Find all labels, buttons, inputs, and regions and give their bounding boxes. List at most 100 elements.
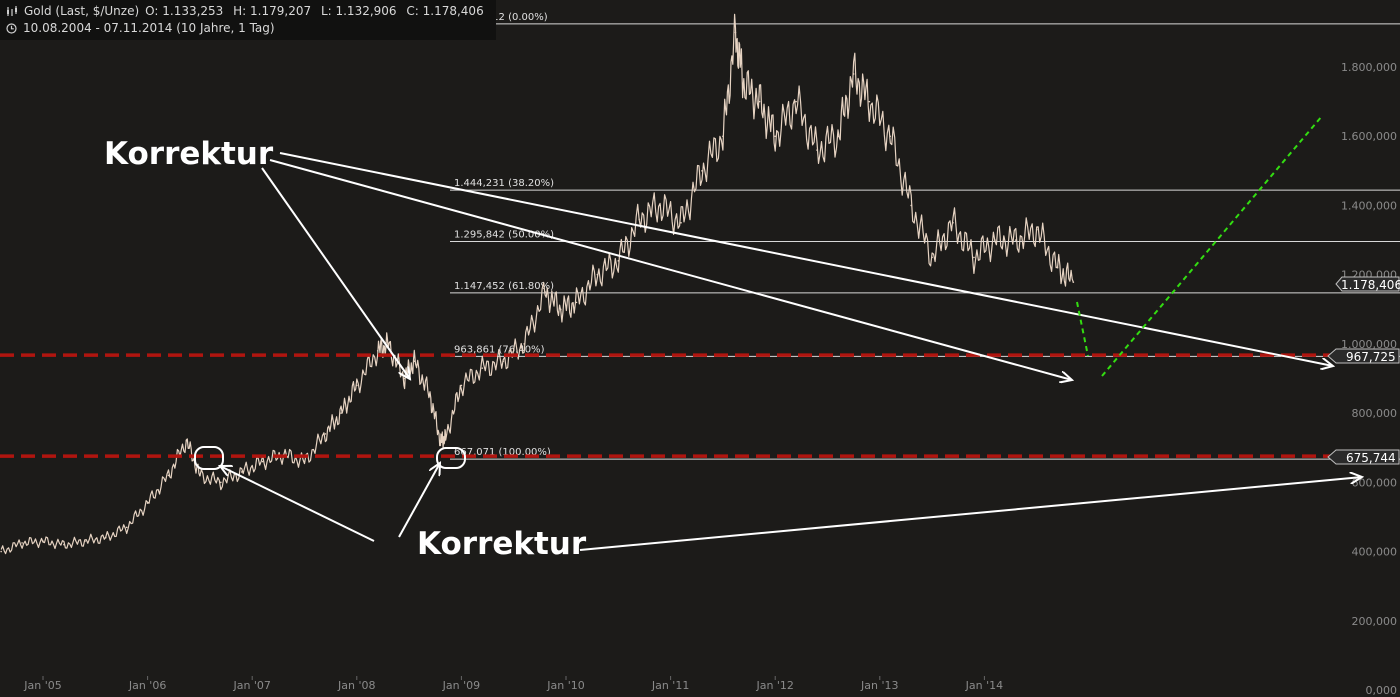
price-point-31 — [559, 308, 562, 311]
price-point-25 — [444, 436, 447, 439]
price-point-18 — [356, 384, 358, 387]
last-price-tag: 1.178,406 — [1341, 278, 1400, 292]
price-point-39 — [722, 135, 724, 138]
price-point-57 — [1056, 266, 1059, 269]
level-2-tag: 675,744 — [1346, 451, 1396, 465]
price-point-19 — [376, 350, 379, 352]
y-tick-label-8: 1.600,000 — [1341, 130, 1397, 143]
y-axis: 0,000200,000400,000600,000800,0001.000,0… — [1341, 61, 1397, 697]
x-tick-label-9: Jan '14 — [965, 679, 1003, 692]
annotation-arrows: Korrektur Korrektur — [104, 115, 1362, 562]
korrektur-label-top: Korrektur — [104, 136, 274, 172]
open-value: O: 1.133,253 — [145, 4, 224, 18]
arrow-korrektur-2008-top — [261, 167, 410, 379]
x-tick-label-8: Jan '13 — [860, 679, 898, 692]
price-point-10 — [199, 474, 201, 477]
price-point-2 — [42, 540, 44, 542]
price-point-45 — [816, 149, 818, 151]
price-point-11 — [220, 481, 222, 484]
price-point-16 — [324, 433, 327, 435]
y-tick-label-5: 1.000,000 — [1341, 338, 1397, 351]
price-series — [0, 13, 1075, 555]
x-axis: Jan '05 Jan '06 Jan '07 Jan '08 Jan '09 Jan '… — [23, 676, 1003, 692]
arrow-korrektur-2008-low — [398, 463, 440, 538]
y-tick-label-9: 1.800,000 — [1341, 61, 1397, 74]
price-point-43 — [774, 135, 776, 138]
price-point-29 — [523, 343, 525, 345]
high-value: H: 1.179,207 — [233, 4, 312, 18]
price-point-0 — [0, 550, 2, 553]
last-price-tag-shape — [1335, 276, 1400, 292]
price-point-55 — [1014, 239, 1017, 241]
fib-label-1: 1.444,231 (38.20%) — [454, 178, 554, 189]
price-point-52 — [952, 221, 954, 224]
x-tick-label-3: Jan '08 — [337, 679, 375, 692]
price-point-3 — [63, 543, 65, 546]
price-point-56 — [1035, 228, 1038, 231]
price-point-27 — [481, 367, 484, 369]
header-title-row: Gold (Last, $/Unze) O: 1.133,253 H: 1.17… — [6, 3, 490, 20]
price-point-8 — [167, 474, 170, 477]
price-point-53 — [973, 256, 975, 259]
price-point-24 — [439, 440, 442, 442]
candlestick-icon — [6, 6, 18, 17]
x-tick-label-0: Jan '05 — [23, 679, 61, 692]
chart-header: Gold (Last, $/Unze) O: 1.133,253 H: 1.17… — [0, 0, 496, 40]
y-tick-label-2: 400,000 — [1352, 546, 1398, 559]
price-tags: 1.178,406 967,725 675,744 — [1327, 276, 1400, 465]
price-point-49 — [889, 135, 892, 138]
x-tick-label-2: Jan '07 — [232, 679, 270, 692]
price-point-22 — [413, 360, 416, 363]
price-point-44 — [795, 100, 797, 103]
price-point-6 — [125, 526, 128, 529]
price-line — [0, 13, 1074, 555]
price-point-32 — [575, 301, 578, 304]
fib-label-2: 1.295,842 (50.00%) — [454, 230, 554, 241]
price-point-51 — [931, 256, 933, 259]
x-tick-label-5: Jan '10 — [546, 679, 584, 692]
price-point-34 — [617, 260, 620, 262]
x-tick-label-4: Jan '09 — [442, 679, 480, 692]
price-point-28 — [502, 360, 505, 363]
price-point-4 — [84, 540, 86, 542]
price-point-5 — [104, 536, 107, 539]
price-point-23 — [429, 395, 431, 397]
price-point-41 — [743, 83, 745, 86]
price-point-15 — [303, 460, 306, 463]
fib-label-3: 1.147,452 (61.80%) — [454, 281, 554, 292]
y-tick-label-7: 1.400,000 — [1341, 199, 1397, 212]
price-point-17 — [340, 412, 342, 414]
price-point-35 — [638, 218, 641, 221]
price-point-42 — [758, 100, 761, 103]
x-tick-label-7: Jan '12 — [755, 679, 793, 692]
projection-up — [1101, 115, 1323, 377]
header-range-row: 10.08.2004 - 07.11.2014 (10 Jahre, 1 Tag… — [6, 20, 490, 37]
fib-label-0: 1.924,612 (0.00%) — [454, 12, 548, 23]
price-point-1 — [21, 542, 23, 544]
price-point-21 — [403, 377, 405, 380]
price-point-20 — [387, 343, 389, 345]
x-tick-label-1: Jan '06 — [128, 679, 166, 692]
date-range: 10.08.2004 - 07.11.2014 (10 Jahre, 1 Tag… — [23, 21, 275, 35]
level-2-tag-shape — [1327, 449, 1400, 465]
price-point-7 — [146, 502, 149, 504]
korrektur-label-bottom: Korrektur — [417, 526, 587, 562]
support-levels — [0, 353, 1330, 458]
level-1-tag-shape — [1327, 348, 1400, 364]
low-value: L: 1.132,906 — [320, 4, 397, 18]
price-point-50 — [910, 204, 912, 207]
price-point-9 — [185, 440, 188, 442]
arrow-korrektur-2006 — [220, 466, 375, 542]
close-value: C: 1.178,406 — [406, 4, 484, 18]
clock-icon — [6, 23, 17, 34]
price-point-37 — [680, 221, 682, 224]
price-point-36 — [659, 204, 661, 207]
price-point-12 — [240, 471, 243, 473]
arrow-korrektur-to-967 — [269, 159, 1072, 380]
y-tick-label-4: 800,000 — [1352, 407, 1398, 420]
level-1-tag: 967,725 — [1346, 350, 1396, 364]
circle-2008-low — [436, 447, 466, 469]
price-point-46 — [837, 135, 839, 138]
